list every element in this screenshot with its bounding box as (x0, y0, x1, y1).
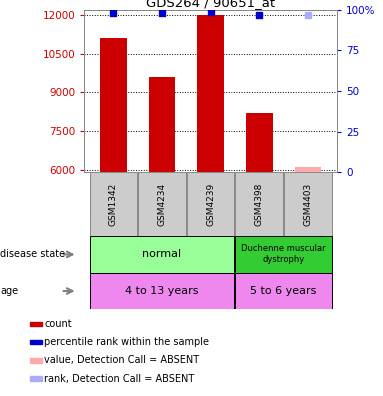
Title: GDS264 / 90651_at: GDS264 / 90651_at (146, 0, 275, 9)
Text: GSM4398: GSM4398 (255, 182, 264, 226)
Bar (149, 77, 175, 172)
Bar (236, 236, 332, 273)
Text: value, Detection Call = ABSENT: value, Detection Call = ABSENT (44, 356, 199, 366)
Text: GSM4239: GSM4239 (206, 182, 215, 226)
Text: Duchenne muscular
dystrophy: Duchenne muscular dystrophy (241, 244, 326, 265)
Text: GSM4234: GSM4234 (157, 183, 167, 225)
Bar (30, 377, 42, 381)
Bar (197, 15, 224, 172)
Bar (284, 172, 332, 236)
Text: 4 to 13 years: 4 to 13 years (125, 286, 199, 296)
Point (305, 11, 311, 18)
Bar (100, 38, 127, 172)
Text: count: count (44, 319, 72, 329)
Bar (30, 340, 42, 345)
Text: GSM1342: GSM1342 (109, 182, 118, 226)
Text: percentile rank within the sample: percentile rank within the sample (44, 337, 209, 347)
Point (159, 10, 165, 16)
Text: age: age (0, 286, 18, 296)
Bar (246, 113, 273, 172)
Point (256, 11, 262, 18)
Bar (30, 358, 42, 363)
Point (110, 10, 116, 16)
Bar (236, 172, 283, 236)
Bar (30, 322, 42, 326)
Text: rank, Detection Call = ABSENT: rank, Detection Call = ABSENT (44, 374, 195, 384)
Bar (90, 236, 234, 273)
Text: 5 to 6 years: 5 to 6 years (250, 286, 317, 296)
Point (208, 8, 214, 15)
Text: disease state: disease state (0, 249, 65, 259)
Bar (138, 172, 186, 236)
Text: normal: normal (142, 249, 182, 259)
Bar (236, 273, 332, 309)
Text: GSM4403: GSM4403 (303, 182, 313, 226)
Bar (295, 167, 321, 172)
Bar (90, 172, 137, 236)
Bar (90, 273, 234, 309)
Bar (187, 172, 234, 236)
